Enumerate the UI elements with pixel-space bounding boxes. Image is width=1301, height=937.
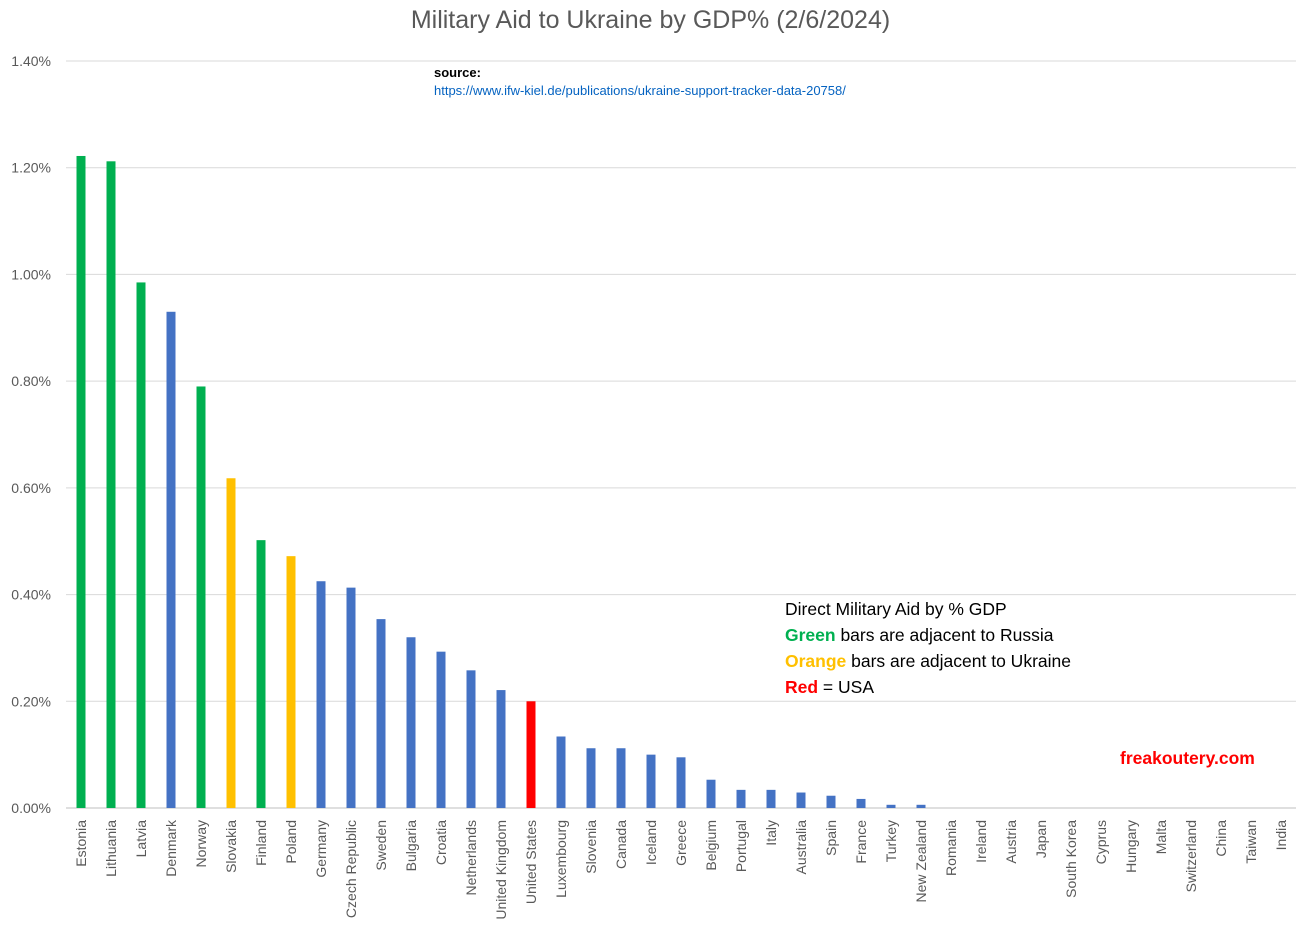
legend-line-red: Red = USA — [785, 674, 1071, 700]
y-tick-label: 0.20% — [11, 693, 51, 709]
x-tick-label: Denmark — [163, 819, 179, 877]
bar-slovenia — [586, 748, 596, 808]
x-tick-label: Lithuania — [103, 820, 119, 877]
bar-finland — [256, 540, 266, 808]
bar-netherlands — [466, 670, 476, 808]
y-tick-label: 1.40% — [11, 53, 51, 69]
source-label: source: — [434, 65, 481, 80]
y-axis-ticks: 0.00% 0.20% 0.40% 0.60% 0.80% 1.00% 1.20% 1.40% — [11, 53, 51, 816]
legend-red-text: = USA — [818, 677, 874, 697]
x-tick-label: Australia — [793, 820, 809, 875]
bar-sweden — [376, 619, 386, 808]
x-tick-label: Switzerland — [1183, 820, 1199, 892]
y-tick-label: 1.00% — [11, 266, 51, 282]
legend-line-1: Direct Military Aid by % GDP — [785, 599, 1007, 619]
y-tick-label: 0.60% — [11, 480, 51, 496]
bar-france — [856, 798, 866, 808]
legend-orange-text: bars are adjacent to Ukraine — [846, 651, 1071, 671]
y-tick-label: 1.20% — [11, 160, 51, 176]
x-tick-label: Germany — [313, 820, 329, 878]
x-tick-label: Bulgaria — [403, 820, 419, 872]
x-tick-label: Iceland — [643, 820, 659, 865]
bar-lithuania — [106, 161, 116, 809]
bars — [76, 155, 926, 809]
x-tick-label: New Zealand — [913, 820, 929, 903]
x-tick-label: United Kingdom — [493, 820, 509, 920]
legend-green-word: Green — [785, 625, 836, 645]
x-tick-label: Canada — [613, 820, 629, 869]
x-tick-label: Norway — [193, 820, 209, 867]
x-tick-label: Turkey — [883, 820, 899, 862]
x-tick-label: Luxembourg — [553, 820, 569, 898]
legend-line-orange: Orange bars are adjacent to Ukraine — [785, 648, 1071, 674]
bar-portugal — [736, 789, 746, 808]
watermark-text: freakoutery.com — [1120, 748, 1255, 768]
x-tick-label: Malta — [1153, 820, 1169, 854]
bar-greece — [676, 757, 686, 808]
bar-czech-republic — [346, 587, 356, 808]
source-link[interactable]: https://www.ifw-kiel.de/publications/ukr… — [434, 83, 846, 98]
x-tick-label: Finland — [253, 820, 269, 866]
y-tick-label: 0.00% — [11, 800, 51, 816]
x-tick-label: Netherlands — [463, 820, 479, 896]
bar-australia — [796, 792, 806, 808]
x-tick-label: Italy — [763, 820, 779, 846]
x-tick-label: China — [1213, 820, 1229, 857]
x-tick-label: Estonia — [73, 820, 89, 867]
grid-lines — [66, 60, 1296, 809]
bar-united-kingdom — [496, 690, 506, 808]
bar-luxembourg — [556, 736, 566, 808]
x-tick-label: South Korea — [1063, 820, 1079, 898]
bar-iceland — [646, 754, 656, 808]
x-tick-label: Austria — [1003, 820, 1019, 864]
x-tick-label: France — [853, 820, 869, 864]
x-tick-label: India — [1273, 820, 1289, 851]
bar-belgium — [706, 779, 716, 808]
bar-croatia — [436, 651, 446, 808]
x-tick-label: Poland — [283, 820, 299, 864]
x-tick-label: Cyprus — [1093, 820, 1109, 864]
chart-title: Military Aid to Ukraine by GDP% (2/6/202… — [410, 6, 891, 34]
source-note: source: https://www.ifw-kiel.de/publicat… — [434, 64, 846, 100]
x-tick-label: Ireland — [973, 820, 989, 863]
bar-poland — [286, 556, 296, 808]
x-tick-label: Belgium — [703, 820, 719, 871]
x-tick-label: Slovakia — [223, 820, 239, 873]
y-tick-label: 0.40% — [11, 587, 51, 603]
bar-norway — [196, 386, 206, 808]
bar-slovakia — [226, 478, 236, 808]
y-tick-label: 0.80% — [11, 373, 51, 389]
x-tick-label: United States — [523, 820, 539, 904]
x-tick-label: Hungary — [1123, 820, 1139, 873]
x-tick-label: Croatia — [433, 820, 449, 865]
x-tick-label: Latvia — [133, 820, 149, 858]
x-tick-label: Japan — [1033, 820, 1049, 858]
bar-germany — [316, 581, 326, 808]
bar-turkey — [886, 804, 896, 808]
bar-latvia — [136, 282, 146, 808]
bar-bulgaria — [406, 637, 416, 808]
bar-canada — [616, 748, 626, 808]
bar-estonia — [76, 155, 86, 808]
legend-orange-word: Orange — [785, 651, 847, 671]
x-tick-label: Portugal — [733, 820, 749, 872]
bar-united-states — [526, 701, 536, 808]
x-tick-label: Taiwan — [1243, 820, 1259, 864]
x-tick-label: Greece — [673, 820, 689, 866]
legend-annotation: Direct Military Aid by % GDP Green bars … — [785, 596, 1071, 700]
legend-green-text: bars are adjacent to Russia — [835, 625, 1054, 645]
bar-new-zealand — [916, 804, 926, 808]
legend-line-green: Green bars are adjacent to Russia — [785, 622, 1071, 648]
x-tick-label: Spain — [823, 820, 839, 856]
x-axis-labels: Estonia Lithuania Latvia Denmark Norway Slova… — [73, 819, 1289, 920]
bar-italy — [766, 789, 776, 808]
bar-spain — [826, 795, 836, 808]
x-tick-label: Sweden — [373, 820, 389, 871]
x-tick-label: Romania — [943, 820, 959, 876]
legend-red-word: Red — [785, 677, 819, 697]
bar-denmark — [166, 311, 176, 808]
x-tick-label: Czech Republic — [343, 820, 359, 918]
x-tick-label: Slovenia — [583, 820, 599, 874]
